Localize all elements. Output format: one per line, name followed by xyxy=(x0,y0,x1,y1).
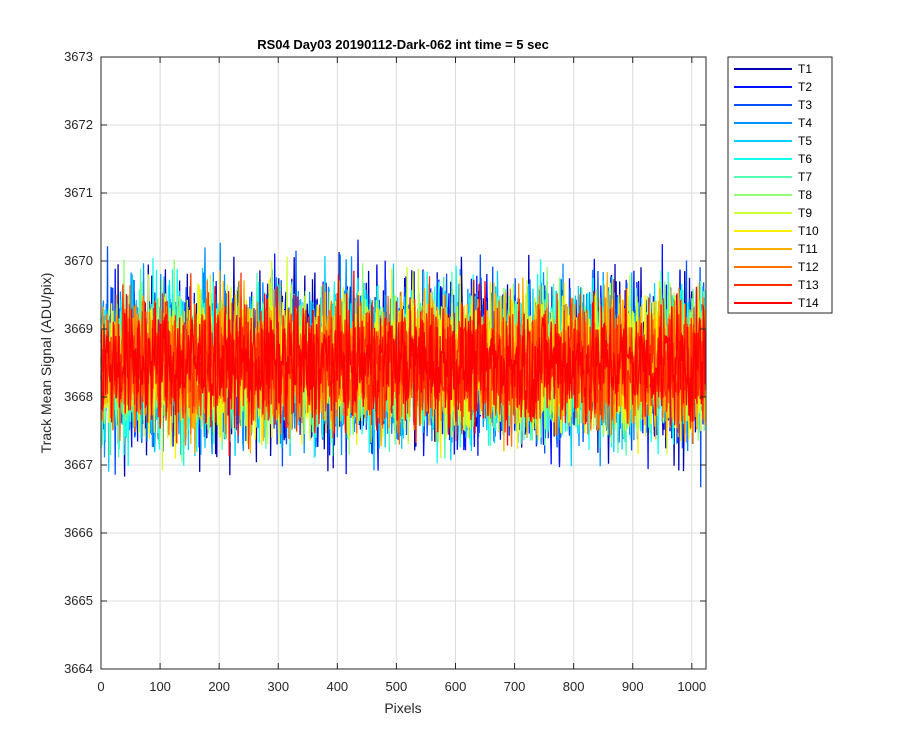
legend-label-t9: T9 xyxy=(798,206,812,220)
x-tick-label: 1000 xyxy=(677,679,706,694)
x-tick-label: 700 xyxy=(504,679,526,694)
axes-box xyxy=(100,56,707,670)
x-tick-label: 0 xyxy=(97,679,104,694)
x-axis-label: Pixels xyxy=(384,700,421,716)
x-tick-label: 200 xyxy=(208,679,230,694)
x-tick-label: 900 xyxy=(622,679,644,694)
y-tick-label: 3665 xyxy=(64,593,93,608)
y-tick-label: 3669 xyxy=(64,321,93,336)
series-lines xyxy=(100,239,707,488)
legend: T1 T2 T3 T4 T5 T6 T7 T8 T9 T10 T11 T12 T13 T14 xyxy=(727,56,833,314)
y-tick-label: 3668 xyxy=(64,389,93,404)
y-tick-label: 3672 xyxy=(64,117,93,132)
x-tick-label: 500 xyxy=(386,679,408,694)
y-tick-label: 3667 xyxy=(64,457,93,472)
legend-label-t13: T13 xyxy=(798,278,819,292)
y-tick-label: 3671 xyxy=(64,185,93,200)
legend-label-t12: T12 xyxy=(798,260,819,274)
series-line-t14 xyxy=(100,270,707,457)
legend-label-t4: T4 xyxy=(798,116,812,130)
x-tick-label: 300 xyxy=(267,679,289,694)
x-tick-label: 100 xyxy=(149,679,171,694)
y-tick-label: 3670 xyxy=(64,253,93,268)
legend-label-t6: T6 xyxy=(798,152,812,166)
x-tick-label: 400 xyxy=(326,679,348,694)
legend-label-t3: T3 xyxy=(798,98,812,112)
legend-box xyxy=(727,56,833,314)
x-tick-label: 800 xyxy=(563,679,585,694)
y-axis-label: Track Mean Signal (ADU/pix) xyxy=(38,273,54,454)
y-tick-label: 3666 xyxy=(64,525,93,540)
legend-label-t11: T11 xyxy=(798,242,818,256)
legend-label-t2: T2 xyxy=(798,80,812,94)
y-tick-label: 3673 xyxy=(64,49,93,64)
legend-label-t5: T5 xyxy=(798,134,812,148)
x-tick-label: 600 xyxy=(445,679,467,694)
chart-title: RS04 Day03 20190112-Dark-062 int time = … xyxy=(257,37,549,52)
legend-label-t1: T1 xyxy=(798,62,812,76)
legend-label-t14: T14 xyxy=(798,296,819,310)
legend-label-t10: T10 xyxy=(798,224,819,238)
tick-marks xyxy=(100,56,706,670)
y-tick-label: 3664 xyxy=(64,661,93,676)
legend-label-t8: T8 xyxy=(798,188,812,202)
legend-label-t7: T7 xyxy=(798,170,812,184)
